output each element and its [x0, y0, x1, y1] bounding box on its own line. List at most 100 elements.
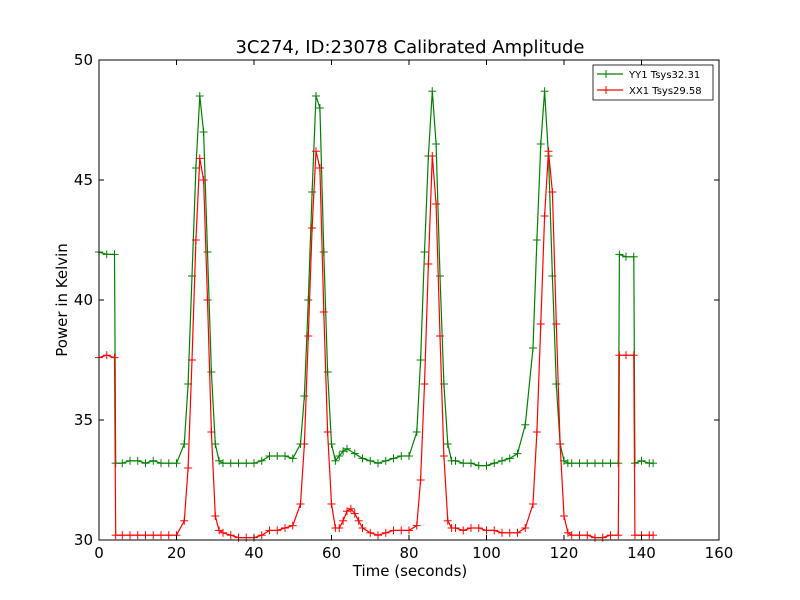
data-point: [331, 456, 340, 465]
y-tick-label: 45: [74, 171, 93, 189]
data-point: [474, 524, 483, 532]
data-point: [416, 476, 425, 484]
data-point: [505, 454, 514, 463]
data-point: [513, 449, 522, 458]
data-point: [490, 526, 499, 535]
data-point: [226, 459, 235, 468]
x-tick-label: 100: [472, 544, 501, 562]
data-point: [319, 308, 328, 316]
data-point: [389, 526, 398, 535]
data-point: [354, 516, 363, 525]
data-point: [615, 250, 624, 259]
data-point: [102, 250, 111, 259]
data-point: [436, 272, 444, 280]
data-point: [172, 459, 181, 468]
data-point: [521, 420, 530, 429]
data-point: [110, 250, 119, 259]
x-tick-label: 120: [550, 544, 579, 562]
x-tick-label: 160: [705, 544, 734, 562]
data-point: [432, 200, 441, 208]
data-point: [118, 531, 127, 540]
data-point: [273, 526, 282, 535]
data-point: [575, 531, 584, 540]
data-point: [199, 176, 208, 184]
x-tick-label: 20: [167, 544, 186, 562]
data-point: [432, 140, 441, 148]
data-point: [366, 456, 375, 465]
y-tick-label: 40: [74, 291, 93, 309]
data-point: [637, 456, 646, 465]
data-point: [191, 236, 200, 244]
data-point: [381, 528, 390, 537]
data-point: [141, 459, 150, 468]
data-point: [540, 87, 549, 96]
data-point: [374, 459, 382, 468]
data-point: [195, 92, 204, 100]
chart-title: 3C274, ID:23078 Calibrated Amplitude: [235, 37, 584, 58]
data-point: [389, 454, 398, 463]
data-point: [358, 524, 367, 532]
data-point: [598, 459, 607, 468]
data-point: [350, 509, 359, 518]
data-point: [424, 260, 433, 268]
data-point: [133, 456, 142, 465]
data-point: [416, 356, 425, 364]
data-point: [567, 459, 576, 468]
data-point: [629, 351, 638, 360]
data-point: [118, 459, 127, 468]
data-point: [567, 531, 576, 540]
data-point: [548, 188, 557, 196]
data-point: [374, 531, 382, 540]
data-point: [350, 449, 359, 458]
data-point: [257, 531, 266, 540]
data-point: [226, 531, 235, 540]
data-point: [312, 147, 320, 156]
data-point: [591, 459, 599, 468]
data-point: [323, 428, 332, 436]
data-point: [300, 392, 309, 400]
data-point: [335, 452, 344, 460]
x-tick-label: 0: [94, 544, 104, 562]
data-point: [288, 521, 297, 530]
data-point: [126, 456, 134, 465]
x-tick-label: 80: [399, 544, 418, 562]
data-point: [532, 236, 541, 244]
data-point: [312, 92, 320, 100]
data-point: [346, 504, 355, 513]
data-point: [459, 526, 468, 535]
data-point: [358, 454, 367, 463]
data-point: [428, 152, 437, 160]
data-point: [556, 440, 565, 448]
data-point: [474, 461, 483, 470]
data-point: [529, 500, 537, 508]
data-point: [191, 164, 200, 172]
y-tick-label: 30: [74, 531, 93, 549]
data-point: [207, 428, 216, 436]
data-point: [439, 452, 448, 460]
data-point: [490, 459, 499, 468]
x-axis-label: Time (seconds): [352, 562, 468, 580]
data-point: [281, 524, 289, 532]
data-point: [606, 531, 615, 540]
data-point: [157, 531, 165, 540]
data-point: [622, 351, 630, 360]
data-point: [250, 459, 258, 468]
data-point: [649, 459, 658, 468]
data-point: [498, 528, 506, 537]
data-point: [606, 459, 615, 468]
data-point: [513, 528, 522, 537]
data-point: [234, 459, 243, 468]
data-point: [420, 248, 429, 256]
data-point: [467, 459, 475, 468]
data-point: [180, 440, 189, 448]
data-point: [544, 147, 553, 156]
data-point: [381, 456, 390, 465]
legend-item: XX1 Tsys29.58: [597, 86, 702, 97]
data-point: [412, 521, 421, 530]
legend-item: YY1 Tsys32.31: [597, 70, 700, 81]
data-point: [436, 332, 444, 340]
data-point: [184, 464, 193, 472]
data-point: [164, 531, 173, 540]
legend-box: [592, 64, 714, 101]
data-point: [157, 459, 165, 468]
